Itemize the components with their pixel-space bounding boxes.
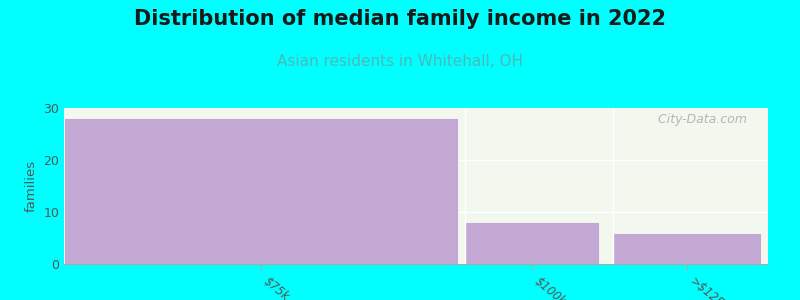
Text: Asian residents in Whitehall, OH: Asian residents in Whitehall, OH [277, 54, 523, 69]
Bar [613, 233, 761, 264]
Text: City-Data.com: City-Data.com [650, 113, 747, 126]
Bar [466, 222, 599, 264]
Y-axis label: families: families [25, 160, 38, 212]
Text: Distribution of median family income in 2022: Distribution of median family income in … [134, 9, 666, 29]
Bar [64, 118, 458, 264]
